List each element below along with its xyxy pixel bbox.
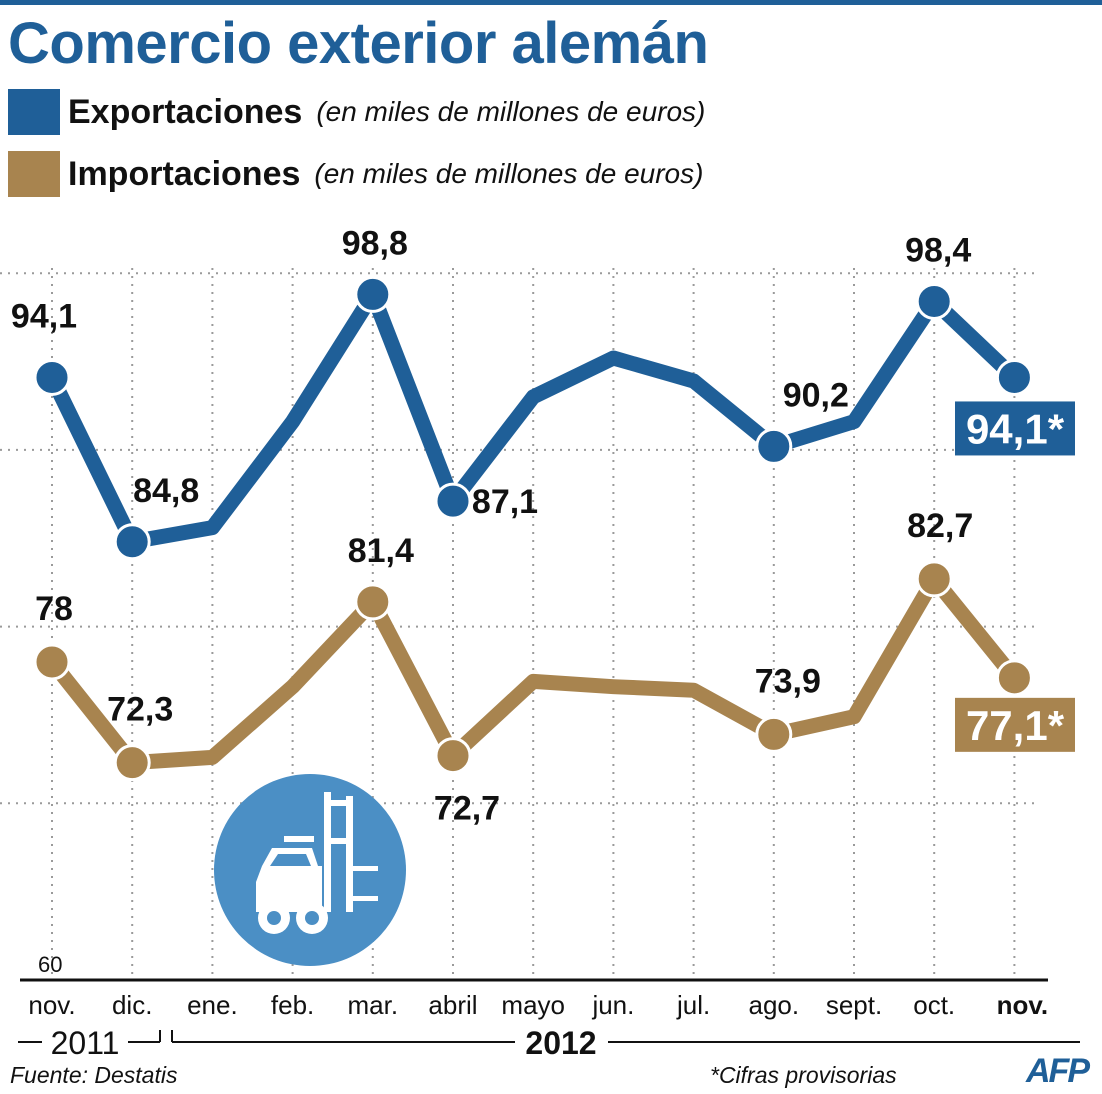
exports-last-value-label: 94,1* [966,405,1065,452]
legend-exports-unit: (en miles de millones de euros) [316,96,706,127]
legend-exports-label: Exportaciones [68,92,303,131]
x-tick-label: dic. [112,990,152,1020]
series-layer [33,275,1033,782]
y-tick-label: 60 [38,952,62,977]
imports-data-label: 72,7 [434,790,500,828]
exports-data-label: 84,8 [133,472,199,510]
forklift-icon [214,774,406,966]
imports-data-label: 78 [35,590,73,628]
imports-last-value-box: 77,1* [955,697,1075,752]
imports-last-value-label: 77,1* [966,702,1065,749]
source-note: Fuente: Destatis [10,1062,178,1088]
imports-point [354,583,392,621]
top-rule [0,0,1102,5]
page-title: Comercio exterior alemán [8,11,709,76]
x-tick-label: oct. [913,990,955,1020]
imports-data-label: 82,7 [907,507,973,545]
x-tick-label: ago. [748,990,799,1020]
x-tick-label: nov. [997,990,1049,1020]
imports-last-value-bg [955,697,1075,752]
exports-point [755,427,793,465]
year-label: 2011 [51,1025,120,1061]
exports-point [354,275,392,313]
labels-layer: 94,1 84,8 98,8 87,1 90,2 98,4 94,1* 78 72,3 81,4 7… [11,224,1075,828]
exports-point [113,523,151,561]
imports-point [995,659,1033,697]
exports-data-label: 94,1 [11,297,77,335]
x-tick-label: ene. [187,990,238,1020]
exports-point [33,358,71,396]
x-tick-label: abril [428,990,477,1020]
imports-swatch [8,151,60,197]
imports-point [755,715,793,753]
exports-point [915,282,953,320]
legend-imports-label: Importaciones [68,154,301,193]
imports-point [33,643,71,681]
x-tick-label: nov. [28,990,75,1020]
exports-data-label: 98,4 [905,231,971,269]
exports-point [995,358,1033,396]
imports-data-label: 81,4 [348,532,414,570]
legend-imports: Importaciones (en miles de millones de e… [8,148,703,200]
x-tick-label: jun. [591,990,634,1020]
imports-point [915,560,953,598]
imports-point [113,744,151,782]
x-tick-label: mar. [348,990,399,1020]
x-tick-label: mayo [501,990,565,1020]
x-axis: 60 nov. dic. ene. feb. mar. abril mayo jun. jul. a… [18,952,1080,1061]
imports-point [434,737,472,775]
x-tick-label: feb. [271,990,314,1020]
year-label: 2012 [525,1025,596,1061]
exports-data-label: 98,8 [342,224,408,262]
agency-logo: AFP [1026,1052,1090,1090]
imports-data-label: 72,3 [107,691,173,729]
exports-swatch [8,89,60,135]
exports-last-value-bg [955,401,1075,456]
provisional-note: *Cifras provisorias [710,1062,897,1088]
legend-exports: Exportaciones (en miles de millones de e… [8,86,705,138]
x-tick-label: jul. [676,990,710,1020]
exports-data-label: 90,2 [783,376,849,414]
exports-point [434,482,472,520]
exports-last-value-box: 94,1* [955,401,1075,456]
exports-series-line [44,286,1022,550]
imports-series-line [44,571,1022,771]
exports-data-label: 87,1 [472,483,538,521]
imports-data-label: 73,9 [755,662,821,700]
legend-imports-unit: (en miles de millones de euros) [314,158,704,189]
x-tick-label: sept. [826,990,882,1020]
